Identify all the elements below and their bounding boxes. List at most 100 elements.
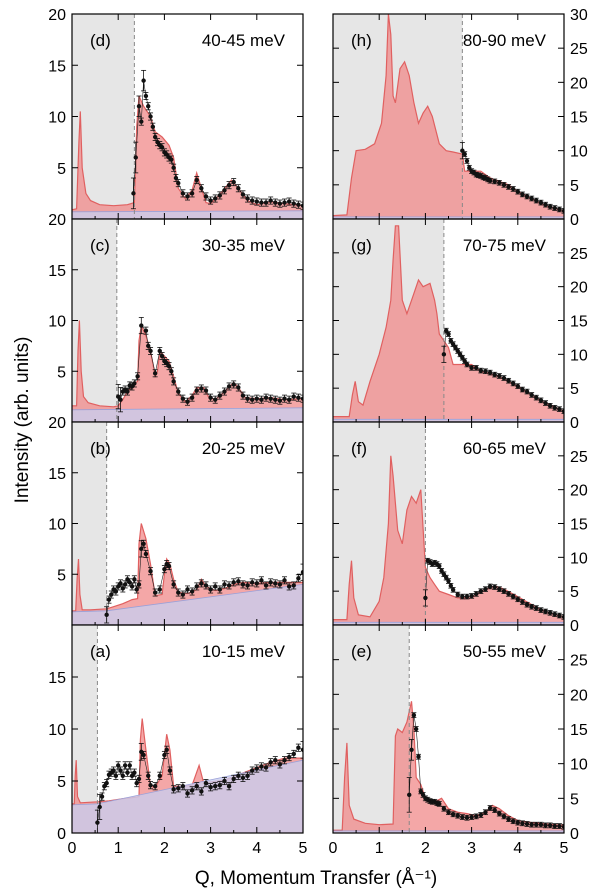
data-point xyxy=(148,114,153,119)
data-point xyxy=(222,582,227,587)
data-point xyxy=(213,784,218,789)
data-point xyxy=(515,189,520,194)
data-point xyxy=(524,821,530,827)
data-point xyxy=(538,607,544,613)
energy-range-label: 40-45 meV xyxy=(202,31,286,50)
data-point xyxy=(259,578,264,583)
x-tick-label: 3 xyxy=(467,840,476,857)
data-point xyxy=(132,770,137,775)
background-line xyxy=(72,210,303,213)
data-point xyxy=(446,331,451,337)
panel-label: (b) xyxy=(90,439,111,458)
data-point xyxy=(152,371,158,376)
data-point xyxy=(104,612,109,618)
data-point xyxy=(159,353,165,359)
model-line xyxy=(72,95,303,211)
data-point xyxy=(173,175,179,181)
y-tick-label: 20 xyxy=(570,280,588,297)
data-point xyxy=(268,760,273,765)
data-point xyxy=(506,378,511,383)
data-point xyxy=(222,778,227,784)
data-point xyxy=(497,811,502,816)
data-point xyxy=(148,348,153,354)
data-point xyxy=(296,576,301,581)
data-point xyxy=(552,205,557,211)
data-point xyxy=(222,389,227,394)
data-point xyxy=(520,192,525,197)
y-tick-label: 5 xyxy=(570,178,579,195)
data-point xyxy=(171,165,176,170)
data-point xyxy=(125,577,130,582)
data-point xyxy=(125,770,130,775)
data-point xyxy=(245,773,250,778)
data-point xyxy=(441,352,447,357)
data-point xyxy=(547,823,553,828)
energy-range-label: 60-65 meV xyxy=(463,439,547,458)
data-point xyxy=(169,157,174,162)
data-point xyxy=(152,784,158,789)
y-tick-label: 25 xyxy=(570,449,588,466)
panel-c: 5 10 15 20 (c) 30-35 meV xyxy=(48,212,304,423)
data-point xyxy=(189,589,195,594)
data-point xyxy=(411,712,417,718)
y-tick-label: 25 xyxy=(570,246,588,263)
data-point xyxy=(534,605,539,611)
x-tick-label: 3 xyxy=(206,840,215,857)
data-point xyxy=(254,581,259,586)
data-point xyxy=(104,780,109,786)
data-point xyxy=(236,186,241,191)
data-point xyxy=(180,592,186,597)
data-point xyxy=(407,792,412,798)
energy-range-label: 20-25 meV xyxy=(202,439,286,458)
background-area xyxy=(72,407,303,422)
data-point xyxy=(506,591,511,597)
data-point xyxy=(296,745,301,750)
y-tick-label: 20 xyxy=(48,415,66,432)
data-point xyxy=(180,784,186,789)
data-point xyxy=(286,397,292,402)
data-point xyxy=(534,198,539,203)
data-point xyxy=(171,379,176,384)
y-tick-label: 20 xyxy=(570,687,588,704)
data-point xyxy=(487,370,493,375)
data-point xyxy=(450,812,456,817)
data-point xyxy=(208,587,213,592)
data-point xyxy=(185,587,190,592)
data-point xyxy=(134,587,139,592)
data-point xyxy=(464,158,470,164)
data-point xyxy=(273,581,278,586)
y-tick-label: 5 xyxy=(570,381,579,398)
data-point xyxy=(141,78,146,83)
data-point xyxy=(538,200,544,205)
data-point xyxy=(254,199,259,204)
data-point xyxy=(118,581,123,586)
data-point xyxy=(462,151,467,157)
data-point xyxy=(557,613,562,618)
panel-h: 0 5 10 15 20 25 30 (h) 80-90 meV xyxy=(332,7,588,229)
y-tick-label: 10 xyxy=(570,144,588,161)
data-point xyxy=(131,191,136,196)
data-point xyxy=(169,369,174,374)
data-point xyxy=(113,773,119,778)
data-point xyxy=(273,200,278,205)
plot-area xyxy=(333,625,564,833)
data-point xyxy=(185,399,190,404)
data-point xyxy=(478,812,484,818)
data-point xyxy=(538,398,544,403)
y-tick-label: 5 xyxy=(570,584,579,601)
data-point xyxy=(134,780,139,786)
panel-a: 0 1 2 3 4 5 0 5 10 15 (a) 10-15 meV xyxy=(48,624,308,857)
data-point xyxy=(263,765,269,770)
data-point xyxy=(180,191,186,196)
data-point xyxy=(185,791,190,796)
data-point xyxy=(203,583,209,588)
data-point xyxy=(148,782,153,788)
data-point xyxy=(139,119,144,124)
data-point xyxy=(249,397,255,402)
data-point xyxy=(423,595,428,601)
data-point xyxy=(217,587,223,592)
data-point xyxy=(254,396,259,401)
data-point xyxy=(529,196,534,201)
data-point xyxy=(136,582,142,587)
y-tick-label: 20 xyxy=(570,483,588,500)
